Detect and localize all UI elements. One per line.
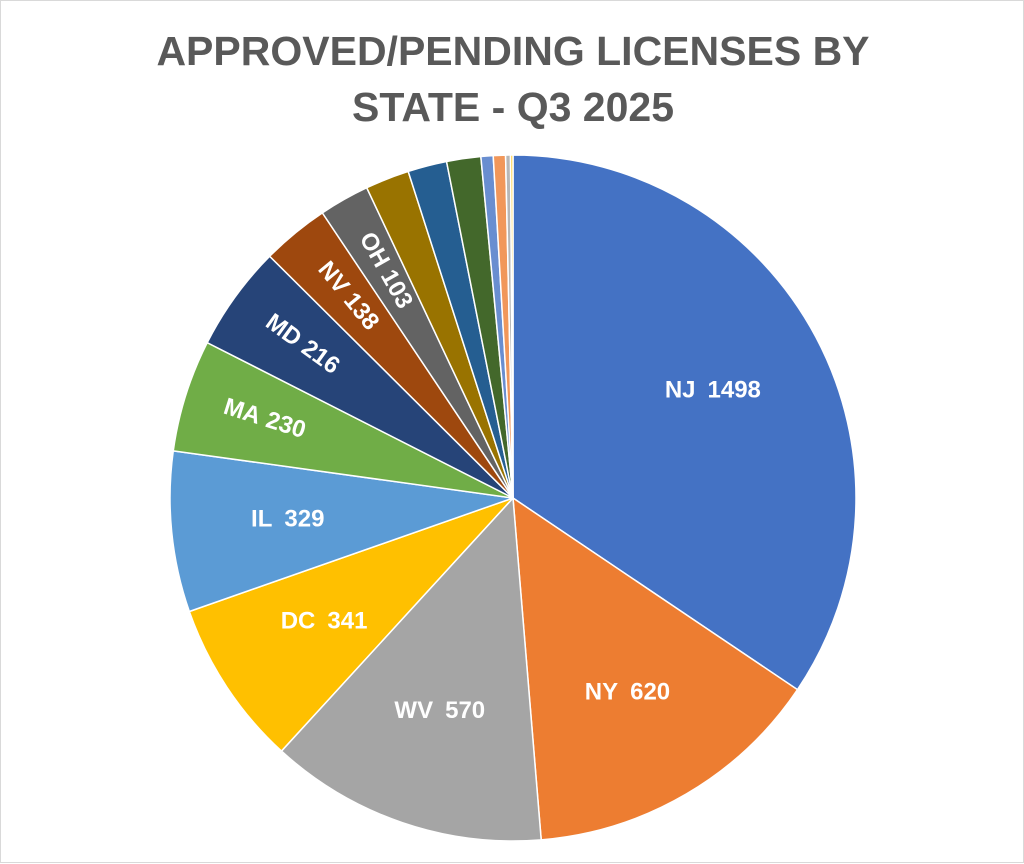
pie-slice: [512, 496, 799, 841]
data-label-value: 570: [445, 698, 485, 725]
data-label-category: NY: [585, 679, 618, 706]
pie-slice: [169, 449, 514, 613]
data-label: DC 341: [281, 608, 368, 635]
pie-slice: [188, 497, 514, 753]
data-label-category: WV: [394, 698, 433, 725]
data-label-category: IL: [251, 506, 272, 533]
data-label-category: DC: [281, 608, 316, 635]
data-label: IL 329: [251, 506, 324, 533]
data-label-value: 341: [327, 608, 367, 635]
data-label-value: 620: [630, 679, 670, 706]
data-label-value: 1498: [708, 377, 761, 404]
chart-title: APPROVED/PENDING LICENSES BY STATE - Q3 …: [156, 28, 870, 130]
pie-slice: [509, 154, 514, 499]
data-label-value: 329: [284, 506, 324, 533]
pie-slice: [512, 154, 857, 691]
data-label-category: NJ: [665, 377, 696, 404]
data-label: NY 620: [585, 679, 670, 706]
pie-slice: [280, 496, 543, 842]
data-label: WV 570: [394, 698, 485, 725]
data-label: NJ 1498: [665, 377, 761, 404]
